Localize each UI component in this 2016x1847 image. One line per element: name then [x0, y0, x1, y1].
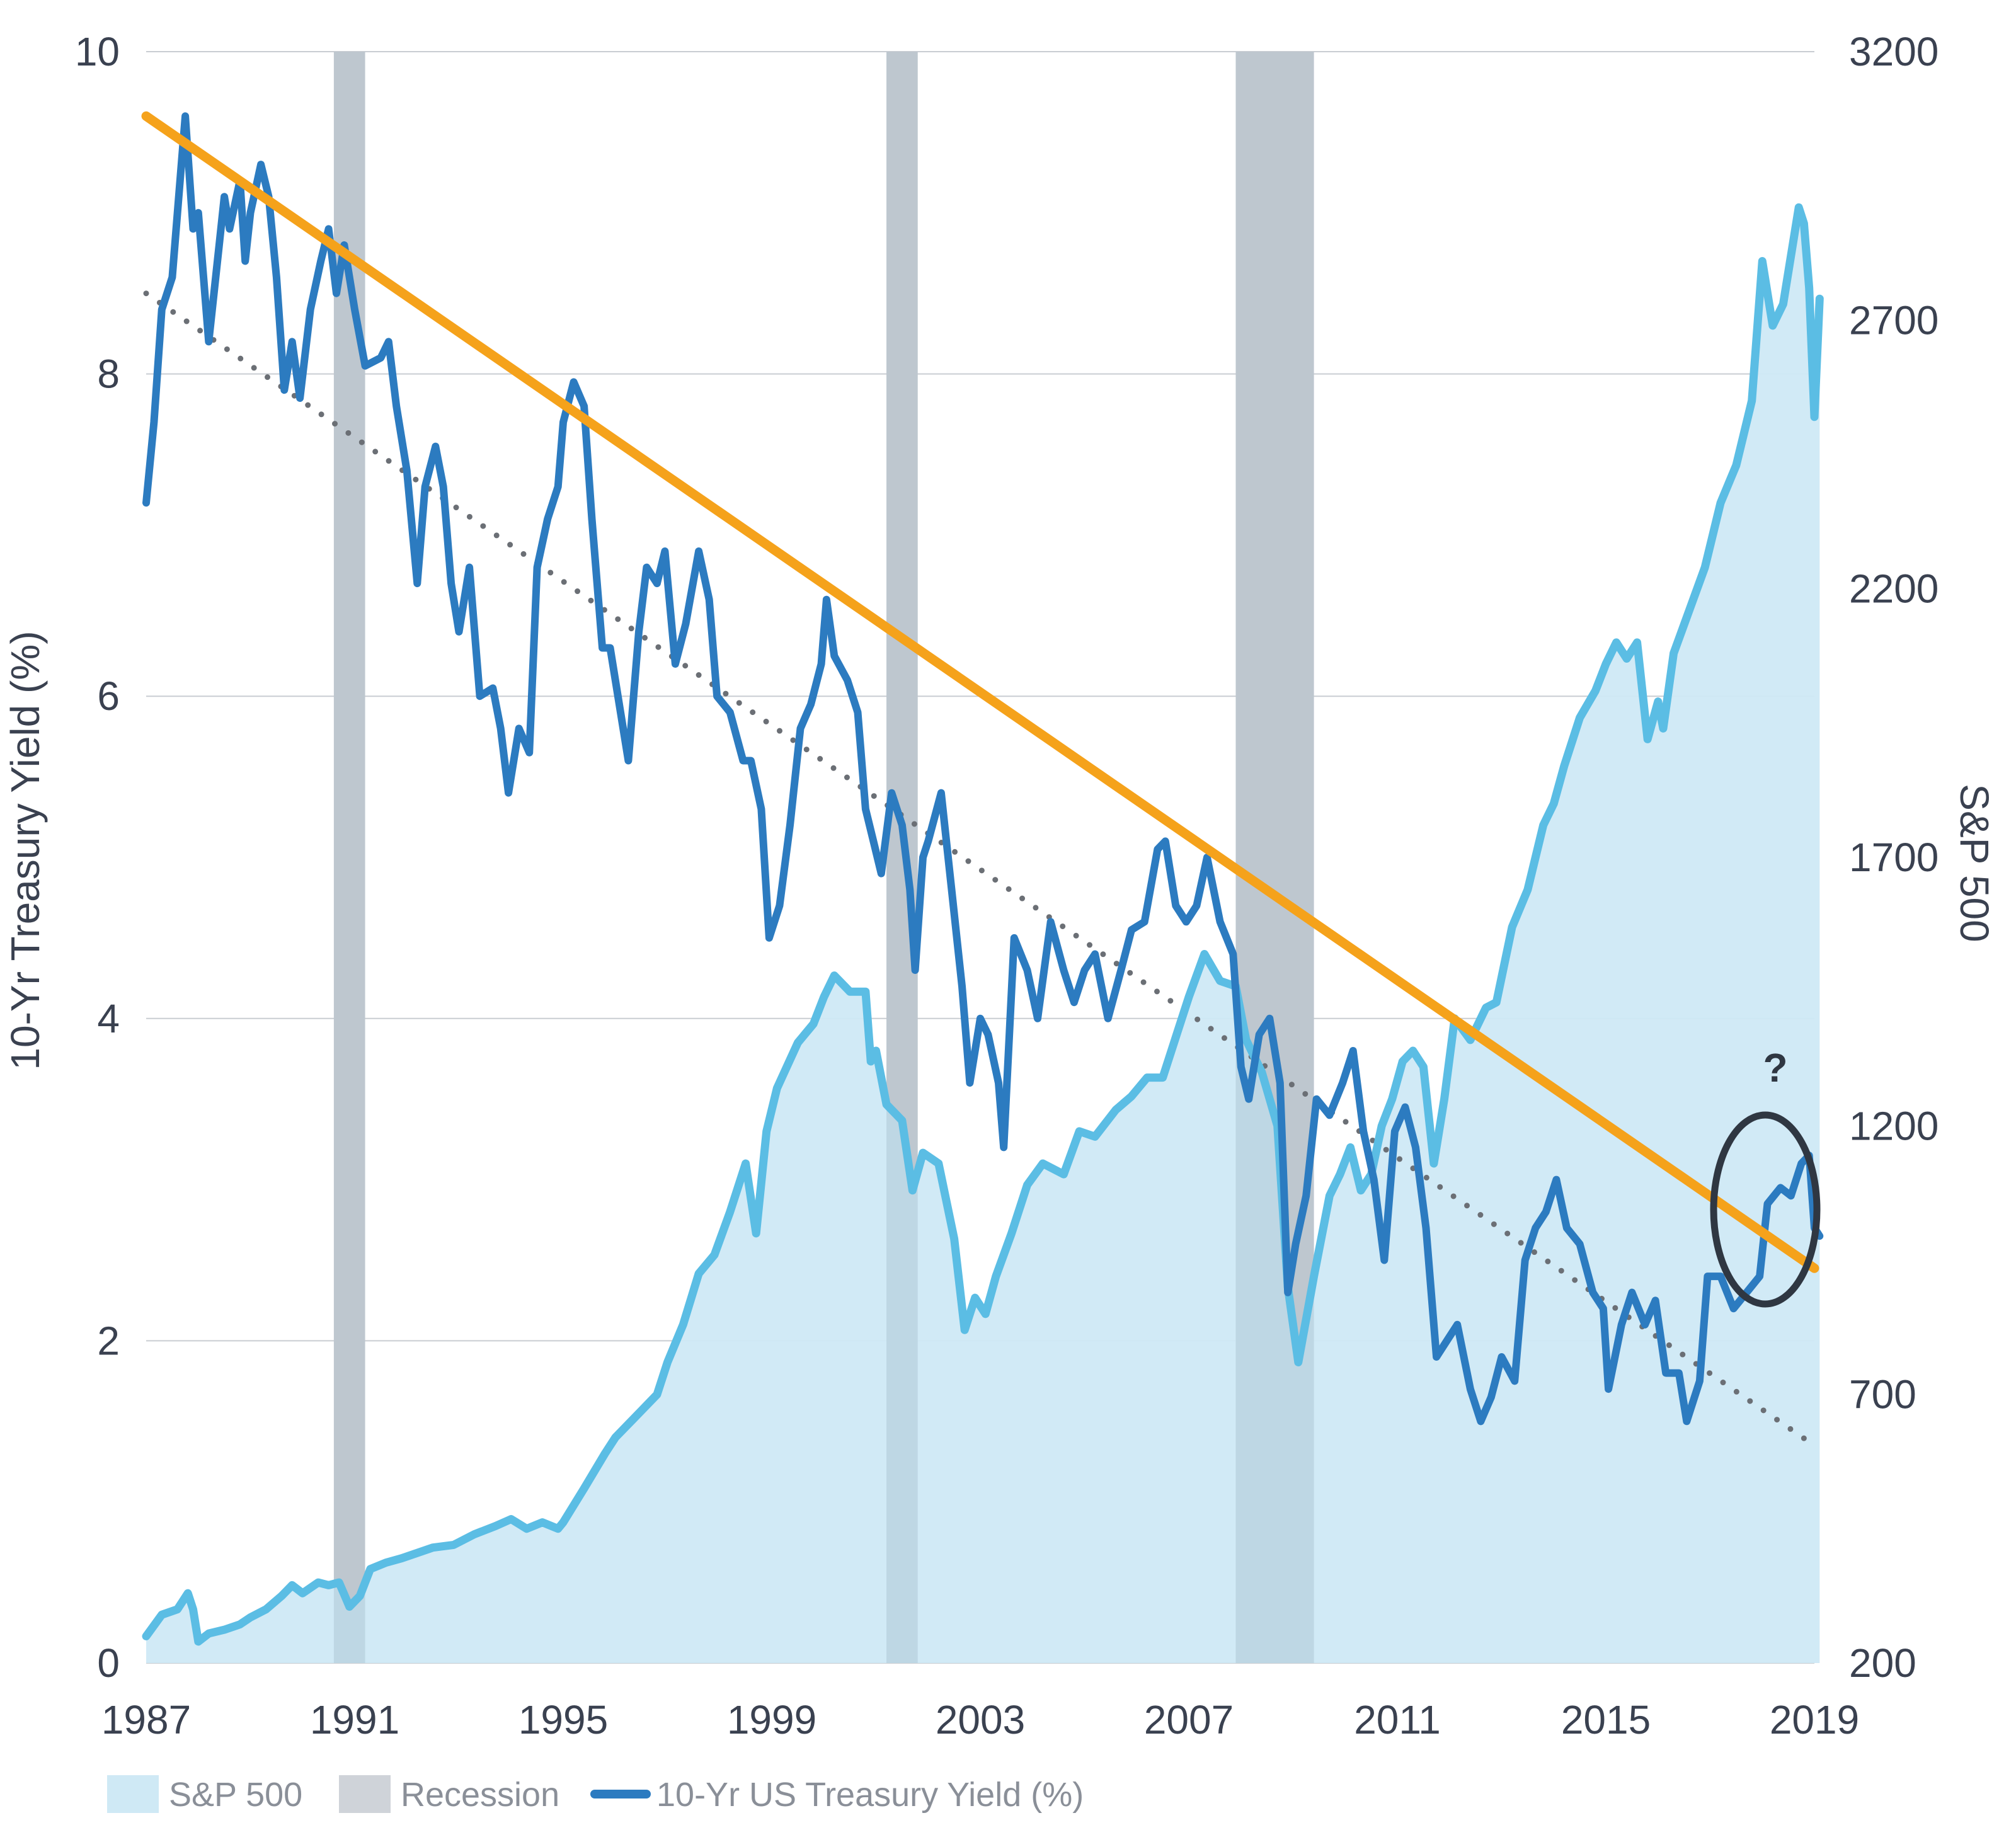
legend-swatch-recession [339, 1775, 391, 1813]
right-tick-label: 1200 [1849, 1103, 1939, 1148]
x-tick-label: 1991 [310, 1697, 399, 1742]
left-axis-title: 10-Yr Treasury Yield (%) [3, 631, 48, 1070]
left-tick-label: 10 [75, 29, 120, 74]
right-axis-ticks: 200 700 1200 1700 2200 2700 3200 [1849, 29, 1939, 1686]
dotted-trend-line [143, 290, 1818, 1449]
legend-label-sp500: S&P 500 [169, 1776, 302, 1814]
recession-band-overlay [886, 52, 918, 1663]
x-tick-label: 2011 [1354, 1697, 1441, 1742]
legend: S&P 500 Recession 10-Yr US Treasury Yiel… [107, 1775, 1084, 1814]
annotation-layer: ? [1710, 1045, 1821, 1308]
x-tick-label: 1995 [518, 1697, 608, 1742]
x-tick-label: 2007 [1144, 1697, 1234, 1742]
left-tick-label: 2 [97, 1318, 120, 1363]
legend-label-recession: Recession [401, 1776, 559, 1814]
series-lines [141, 111, 1824, 1646]
right-tick-label: 700 [1849, 1372, 1916, 1417]
left-axis-ticks: 0 2 4 6 8 10 [75, 29, 120, 1686]
question-mark-annotation: ? [1763, 1045, 1787, 1090]
legend-swatch-sp500 [107, 1775, 159, 1813]
x-tick-label: 2019 [1770, 1697, 1859, 1742]
treasury-yield-line [142, 112, 1824, 1426]
left-tick-label: 0 [97, 1640, 120, 1686]
trend-lines [143, 290, 1818, 1449]
sp500-line [142, 203, 1824, 1646]
left-tick-label: 4 [97, 996, 120, 1041]
highlight-ellipse [1710, 1111, 1821, 1308]
x-tick-label: 2015 [1561, 1697, 1651, 1742]
legend-label-treasury: 10-Yr US Treasury Yield (%) [656, 1776, 1084, 1814]
x-tick-label: 1987 [101, 1697, 191, 1742]
right-tick-label: 2700 [1849, 297, 1939, 343]
right-tick-label: 3200 [1849, 29, 1939, 74]
x-axis-ticks: 1987 1991 1995 1999 2003 2007 2011 2015 2019 [101, 1697, 1859, 1742]
right-tick-label: 1700 [1849, 835, 1939, 880]
right-tick-label: 2200 [1849, 566, 1939, 612]
right-tick-label: 200 [1849, 1640, 1916, 1686]
orange-trend-line [141, 111, 1819, 1273]
recession-band-overlay [1235, 52, 1314, 1663]
x-tick-label: 1999 [727, 1697, 816, 1742]
right-axis-title: S&P 500 [1952, 784, 1997, 942]
left-tick-label: 6 [97, 673, 120, 719]
x-tick-label: 2003 [936, 1697, 1025, 1742]
left-tick-label: 8 [97, 352, 120, 397]
sp500-area-fill [146, 207, 1820, 1663]
